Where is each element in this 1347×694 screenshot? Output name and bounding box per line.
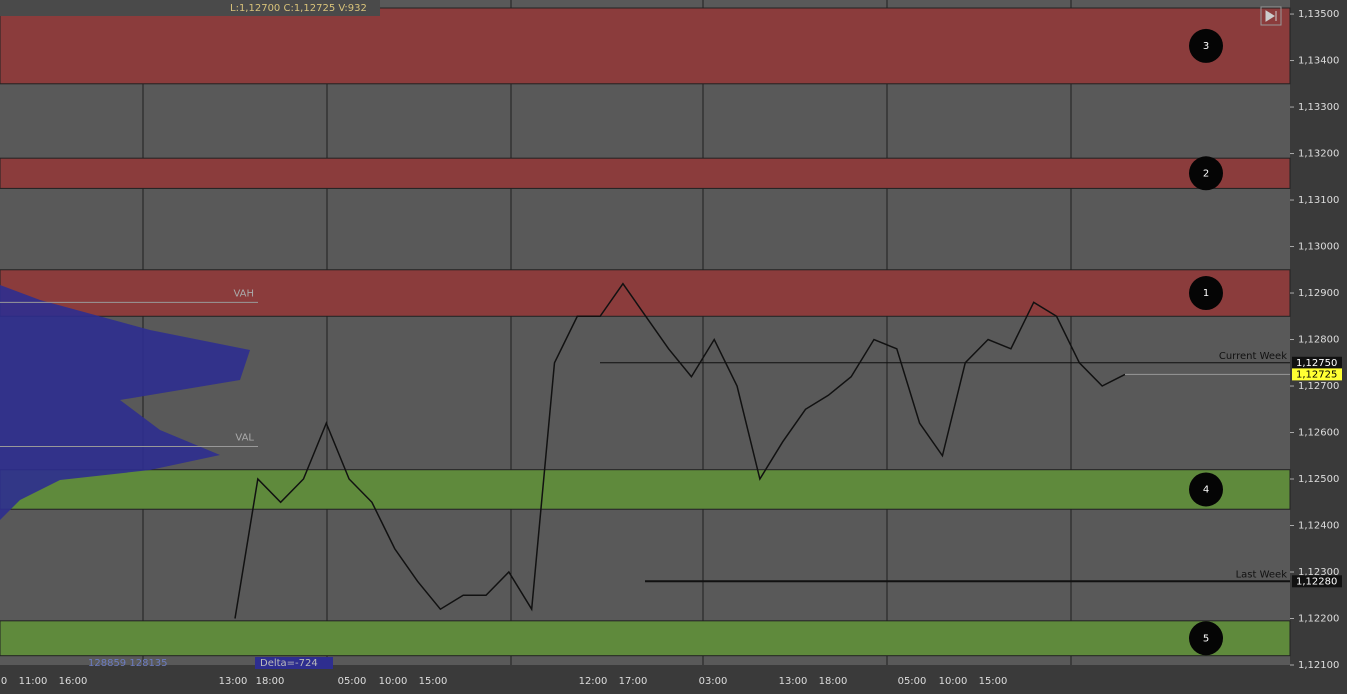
- zone: [0, 469, 1291, 510]
- zone-label: 1: [1203, 288, 1209, 299]
- zone-label: 2: [1203, 168, 1209, 179]
- current-price-tag: 1,12725: [1296, 369, 1337, 380]
- header-bar: [0, 0, 380, 16]
- y-tick-label: 1,12200: [1298, 614, 1339, 625]
- level-tag: 1,12750: [1296, 358, 1337, 369]
- level-tag: 1,12280: [1296, 576, 1337, 587]
- axis-panel: [1290, 0, 1347, 690]
- x-tick-label: 13:00: [779, 676, 808, 687]
- zone: [0, 157, 1291, 189]
- x-tick-label: 10:00: [939, 676, 968, 687]
- delta-box: [255, 657, 333, 669]
- scroll-button[interactable]: [1260, 6, 1282, 26]
- y-tick-label: 1,12300: [1298, 567, 1339, 578]
- zone-label: 5: [1203, 633, 1209, 644]
- price-tag: [1292, 356, 1342, 369]
- zone: [0, 7, 1291, 85]
- zone-badge: [1189, 621, 1223, 656]
- zone-label: 3: [1203, 41, 1209, 52]
- y-tick-label: 1,12600: [1298, 428, 1339, 439]
- x-tick-label: 16:00: [59, 676, 88, 687]
- scroll-icon: [1265, 10, 1277, 22]
- footer: 128859 128135: [88, 658, 168, 669]
- level-name: Last Week: [1236, 569, 1288, 580]
- header: L:1,12700 C:1,12725 V:932: [230, 3, 367, 14]
- zone-label: 4: [1203, 484, 1209, 495]
- y-tick-label: 1,12500: [1298, 474, 1339, 485]
- price-line: [234, 282, 1126, 619]
- y-tick-label: 1,12400: [1298, 521, 1339, 532]
- y-tick-label: 1,13400: [1298, 56, 1339, 67]
- delta: Delta=-724: [260, 658, 318, 669]
- zone-badge: [1189, 472, 1223, 507]
- zone-badge: [1189, 28, 1223, 63]
- x-tick-label: 12:00: [579, 676, 608, 687]
- level-name: Current Week: [1219, 351, 1287, 362]
- level-name: VAL: [235, 432, 254, 443]
- zone: [0, 620, 1291, 657]
- plot-area: [0, 0, 1290, 665]
- zone: [0, 269, 1291, 317]
- price-tag: [1292, 575, 1342, 588]
- y-tick-label: 1,12900: [1298, 288, 1339, 299]
- time-panel: [0, 665, 1290, 690]
- y-tick-label: 1,13100: [1298, 195, 1339, 206]
- y-tick-label: 1,13300: [1298, 102, 1339, 113]
- x-tick-label: 05:00: [898, 676, 927, 687]
- x-tick-label: 03:00: [699, 676, 728, 687]
- y-tick-label: 1,13200: [1298, 149, 1339, 160]
- zones: 3 2 1 4 5: [0, 7, 1291, 657]
- x-tick-label: 05:00: [338, 676, 367, 687]
- y-tick-label: 1,12700: [1298, 381, 1339, 392]
- zone-badge: [1189, 276, 1223, 311]
- x-tick-label: 0: [1, 676, 7, 687]
- zone-badge: [1189, 156, 1223, 191]
- x-tick-label: 11:00: [19, 676, 48, 687]
- level-name: VAH: [233, 288, 254, 299]
- x-tick-label: 17:00: [619, 676, 648, 687]
- y-tick-label: 1,12100: [1298, 660, 1339, 671]
- price-tag: [1292, 368, 1342, 381]
- volume-profile: [0, 285, 250, 520]
- x-tick-label: 13:00: [219, 676, 248, 687]
- x-tick-label: 18:00: [819, 676, 848, 687]
- x-tick-label: 15:00: [419, 676, 448, 687]
- x-tick-label: 10:00: [379, 676, 408, 687]
- x-tick-label: 18:00: [256, 676, 285, 687]
- y-tick-label: 1,12800: [1298, 335, 1339, 346]
- y-tick-label: 1,13000: [1298, 242, 1339, 253]
- y-tick-label: 1,13500: [1298, 9, 1339, 20]
- x-tick-label: 15:00: [979, 676, 1008, 687]
